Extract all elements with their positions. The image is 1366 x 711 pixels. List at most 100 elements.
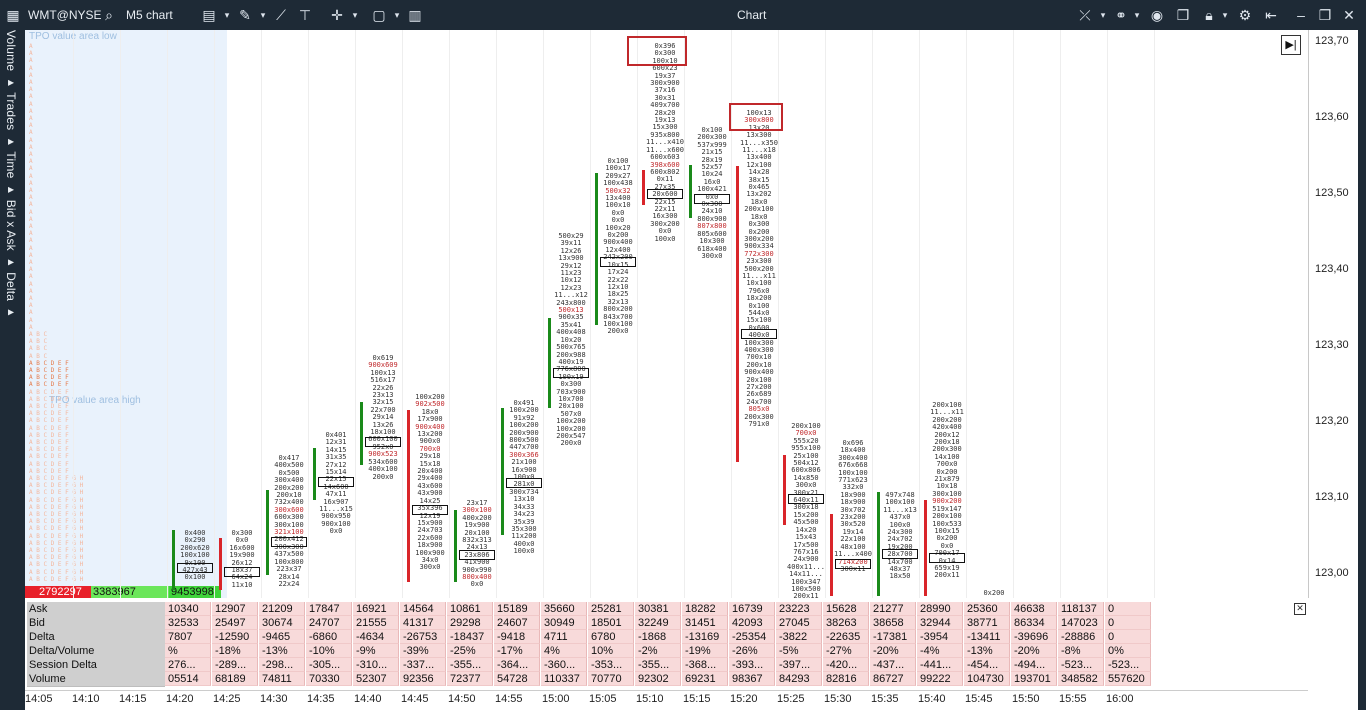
- footprint-cell: 26x689: [746, 390, 772, 399]
- time-tick: 15:35: [871, 693, 899, 705]
- statistics-cell: -441...: [917, 658, 963, 672]
- time-gridline: [590, 30, 591, 598]
- time-axis[interactable]: 14:05 14:10 14:15 14:20 14:25 14:30 14:35 14:40…: [25, 690, 1308, 711]
- point-of-control-box: [882, 549, 918, 559]
- statistics-cell: -368...: [682, 658, 728, 672]
- footprint-cell: 807x800: [697, 222, 727, 231]
- time-tick: 16:00: [1106, 693, 1134, 705]
- close-statistics-icon[interactable]: ✕: [1294, 603, 1306, 615]
- tpo-letter-row: A B C D E F: [29, 403, 69, 410]
- footprint-cell: 22x24: [278, 579, 300, 588]
- tpo-letter-row: A: [29, 295, 33, 302]
- scroll-to-end-button[interactable]: ▶|: [1281, 35, 1301, 55]
- chart-plot-area[interactable]: TPO value area low TPO value area high A…: [25, 30, 1308, 598]
- statistics-cell: 70770: [588, 672, 634, 686]
- link-icon[interactable]: ⚭: [1115, 7, 1127, 23]
- minimize-icon[interactable]: –: [1297, 7, 1305, 23]
- footprint-cell: 300x900: [650, 79, 680, 88]
- copy-icon[interactable]: ❐: [1176, 7, 1190, 23]
- settings-icon[interactable]: ⚙: [1238, 7, 1252, 23]
- window-icon[interactable]: ▢: [372, 7, 386, 23]
- footprint-cell: 243x800: [556, 298, 586, 307]
- timeframe-label[interactable]: M5 chart: [126, 8, 173, 22]
- symbol-label[interactable]: WMT@NYSE: [28, 8, 102, 22]
- tpo-letter-row: A: [29, 237, 33, 245]
- footprint-cell: 91x92: [513, 413, 535, 422]
- footprint-cell: 0x300: [560, 380, 582, 389]
- display-mode-bar[interactable]: Volume ▸ Trades ▸ Time ▸ Bid x Ask ▸ Del…: [0, 30, 25, 710]
- footprint-cell: 29x18: [419, 452, 441, 461]
- pin-icon[interactable]: ⇤: [1265, 7, 1277, 23]
- statistics-cell: 29298: [447, 616, 493, 630]
- layout-icon[interactable]: ▤: [202, 7, 216, 23]
- pencil-icon[interactable]: ✎: [239, 7, 251, 23]
- search-icon[interactable]: ⌕: [105, 7, 113, 23]
- footprint-cell: 300x800: [744, 116, 774, 125]
- template-icon[interactable]: ⊤: [298, 7, 312, 23]
- footprint-cell: 600x23: [652, 64, 678, 73]
- panel-icon[interactable]: ▥: [408, 7, 422, 23]
- tpo-letter-row: A B C: [29, 352, 48, 360]
- statistics-cell: 30949: [541, 616, 587, 630]
- tpo-letter-row: A B C D E F: [29, 424, 69, 432]
- time-gridline: [684, 30, 685, 598]
- cursor-icon[interactable]: ⤫: [1079, 7, 1091, 23]
- footprint-cell: 10x18: [936, 482, 958, 491]
- footprint-cell: 14x850: [793, 473, 819, 482]
- footprint-cell: 100x13: [370, 368, 396, 377]
- footprint-cell: 19x900: [229, 551, 255, 560]
- price-axis[interactable]: 123,70 123,60 123,50 123,40 123,30 123,20 123,…: [1308, 30, 1359, 598]
- close-icon[interactable]: ✕: [1343, 7, 1355, 23]
- candle-down: [830, 514, 833, 596]
- chevron-down-icon[interactable]: ▾: [1222, 10, 1228, 20]
- statistics-cell: 30381: [635, 602, 681, 616]
- lock-icon[interactable]: 🔒︎: [1205, 7, 1213, 23]
- statistics-cell: -13%: [964, 644, 1010, 658]
- footprint-cell: 11...x12: [554, 291, 588, 300]
- point-of-control-box: [647, 189, 683, 199]
- statistics-cell: -25354: [729, 630, 775, 644]
- footprint-cell: 18x900: [840, 498, 866, 507]
- footprint-cell: 19x900: [464, 521, 490, 530]
- chevron-down-icon[interactable]: ▾: [394, 10, 400, 20]
- footprint-cell: 409x700: [650, 101, 680, 110]
- footprint-cell: 23x806: [464, 550, 490, 559]
- display-mode-label[interactable]: Volume ▸ Trades ▸ Time ▸ Bid x Ask ▸ Del…: [4, 30, 18, 319]
- footprint-cell: 544x0: [748, 308, 770, 317]
- tpo-letter-row: A: [29, 266, 33, 274]
- maximize-icon[interactable]: ❐: [1318, 7, 1332, 23]
- footprint-cell: 100x0: [889, 520, 911, 529]
- camera-icon[interactable]: ◉: [1150, 7, 1164, 23]
- chevron-down-icon[interactable]: ▾: [1100, 10, 1106, 20]
- footprint-cell: 0x11: [656, 175, 674, 184]
- statistics-cell: -3822: [776, 630, 822, 644]
- footprint-cell: 11...x11: [742, 271, 776, 280]
- statistics-cell: -298...: [259, 658, 305, 672]
- time-gridline: [543, 30, 544, 598]
- tpo-letter-row: A: [29, 100, 33, 108]
- footprint-cell: 30x702: [840, 505, 866, 514]
- tpo-letter-row: A B C: [29, 345, 48, 353]
- footprint-cell: 20x100: [746, 375, 772, 384]
- footprint-cell: 796x0: [748, 286, 770, 295]
- statistics-cell: -13411: [964, 630, 1010, 644]
- footprint-cell: 10x700: [558, 394, 584, 403]
- chevron-down-icon[interactable]: ▾: [1134, 10, 1140, 20]
- footprint-cell: 14x11...: [789, 570, 823, 579]
- right-edge-strip: [1358, 30, 1366, 710]
- chevron-down-icon[interactable]: ▾: [224, 10, 230, 20]
- indicators-icon[interactable]: ⟋: [276, 7, 286, 23]
- chevron-down-icon[interactable]: ▾: [352, 10, 358, 20]
- footprint-cell: 14x700: [887, 557, 913, 566]
- statistics-cell: -9%: [353, 644, 399, 658]
- time-tick: 14:40: [354, 693, 382, 705]
- time-tick: 14:55: [495, 693, 523, 705]
- footprint-cell: 200x18: [934, 438, 960, 447]
- statistics-cell: -26%: [729, 644, 775, 658]
- chevron-down-icon[interactable]: ▾: [260, 10, 266, 20]
- tpo-letter-row: A B C D E F: [29, 367, 69, 374]
- crosshair-icon[interactable]: ✛: [331, 7, 343, 23]
- statistics-cell: 38771: [964, 616, 1010, 630]
- tpo-letter-row: A: [29, 244, 33, 252]
- footprint-cell: 9x100: [184, 558, 206, 567]
